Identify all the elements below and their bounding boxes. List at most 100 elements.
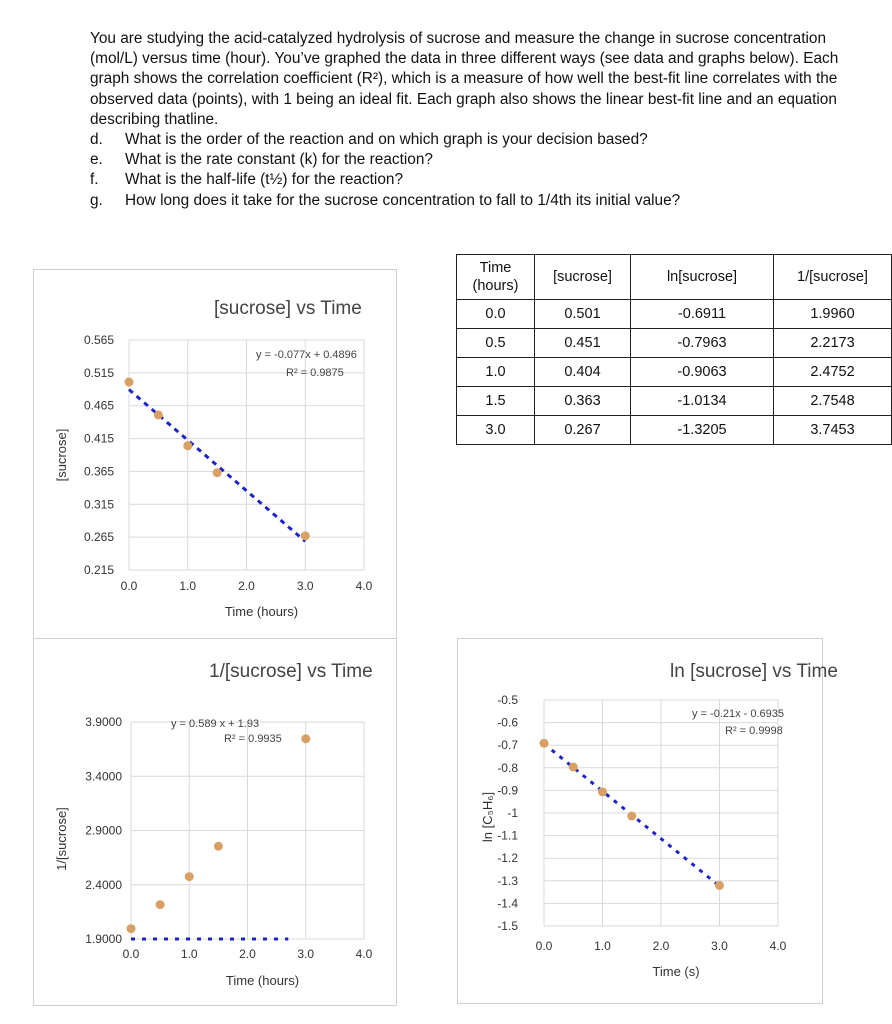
data-point — [300, 531, 310, 541]
question-item-g: g. How long does it take for the sucrose… — [90, 191, 850, 211]
y-tick-label: -0.7 — [497, 738, 518, 752]
chart-sucrose-vs-time: 0.565 0.515 0.465 0.415 0.365 0.315 0.265 0.215… — [33, 269, 397, 640]
table-cell: 1.5 — [456, 386, 535, 416]
x-axis-label: Time (hours) — [226, 973, 299, 988]
y-tick-label: 2.4000 — [85, 878, 122, 892]
data-point — [568, 762, 578, 772]
r-squared-label: R² = 0.9998 — [725, 725, 783, 737]
chart-title: 1/[sucrose] vs Time — [209, 661, 373, 682]
header-time: Time (hours) — [456, 254, 535, 300]
question-letter: e. — [90, 151, 103, 169]
x-tick-label: 4.0 — [770, 939, 787, 953]
y-tick-label: -0.8 — [497, 761, 518, 775]
table-header-row: Time (hours) [sucrose] ln[sucrose] 1/[su… — [456, 254, 892, 300]
table-row: 1.0 0.404 -0.9063 2.4752 — [456, 357, 892, 387]
table-cell: 3.7453 — [773, 415, 892, 445]
trend-equation: y = 0.589 x + 1.93 — [171, 718, 259, 730]
table-cell: -1.0134 — [630, 386, 774, 416]
table-cell: 0.5 — [456, 328, 535, 358]
table-cell: -0.9063 — [630, 357, 774, 387]
x-tick-label: 1.0 — [181, 947, 198, 961]
trend-equation: y = -0.077x + 0.4896 — [256, 349, 357, 361]
y-tick-label: 1.9000 — [85, 932, 122, 946]
table-cell: 0.404 — [534, 357, 631, 387]
table-row: 0.5 0.451 -0.7963 2.2173 — [456, 328, 892, 358]
x-tick-label: 0.0 — [536, 939, 553, 953]
question-item-d: d. What is the order of the reaction and… — [90, 130, 850, 150]
data-table: Time (hours) [sucrose] ln[sucrose] 1/[su… — [456, 254, 892, 445]
x-tick-label: 0.0 — [121, 579, 138, 593]
data-point — [126, 924, 136, 934]
data-point — [213, 841, 223, 851]
question-letter: f. — [90, 171, 99, 189]
table-cell: 0.0 — [456, 299, 535, 329]
question-letter: g. — [90, 191, 103, 209]
y-tick-label: 3.9000 — [85, 715, 122, 729]
r-squared-label: R² = 0.9935 — [224, 733, 282, 745]
question-item-text: What is the half-life (t½) for the react… — [125, 171, 404, 189]
question-item-text: What is the order of the reaction and on… — [125, 131, 648, 149]
table-cell: 1.0 — [456, 357, 535, 387]
table-cell: 1.9960 — [773, 299, 892, 329]
table-cell: 2.2173 — [773, 328, 892, 358]
chart-inverse-sucrose-vs-time: 3.9000 3.4000 2.9000 2.4000 1.9000 0.0 1.0 2.0 3… — [33, 638, 397, 1006]
table-cell: 0.267 — [534, 415, 631, 445]
y-tick-label: -1.4 — [497, 896, 518, 910]
table-cell: -0.6911 — [630, 299, 774, 329]
data-point — [212, 468, 222, 478]
y-tick-label: 2.9000 — [85, 824, 122, 838]
question-item-text: How long does it take for the sucrose co… — [125, 191, 681, 209]
x-tick-label: 2.0 — [653, 939, 670, 953]
chart-svg: -0.5 -0.6 -0.7 -0.8 -0.9 -1 -1.1 -1.2 -1.3 -1.4 -1… — [480, 661, 838, 979]
table-cell: 0.501 — [534, 299, 631, 329]
y-tick-label: 0.415 — [84, 432, 114, 446]
question-text: You are studying the acid-catalyzed hydr… — [90, 29, 850, 211]
table-row: 3.0 0.267 -1.3205 3.7453 — [456, 415, 892, 445]
data-point — [153, 410, 163, 420]
y-tick-label: -1 — [507, 806, 518, 820]
table-cell: 0.363 — [534, 386, 631, 416]
y-tick-label: 0.265 — [84, 530, 114, 544]
table-row: 1.5 0.363 -1.0134 2.7548 — [456, 386, 892, 416]
question-item-f: f. What is the half-life (t½) for the re… — [90, 170, 850, 190]
x-tick-label: 4.0 — [356, 579, 373, 593]
trend-equation: y = -0.21x - 0.6935 — [692, 708, 784, 720]
r-squared-label: R² = 0.9875 — [286, 367, 344, 379]
y-tick-label: -1.2 — [497, 851, 518, 865]
table-cell: 2.4752 — [773, 357, 892, 387]
data-point — [124, 377, 134, 387]
table-cell: -1.3205 — [630, 415, 774, 445]
y-tick-label: -1.1 — [497, 829, 518, 843]
y-tick-label: -1.5 — [497, 919, 518, 933]
data-point — [184, 872, 194, 882]
question-item-e: e. What is the rate constant (k) for the… — [90, 150, 850, 170]
y-tick-label: -1.3 — [497, 874, 518, 888]
header-inv-sucrose: 1/[sucrose] — [773, 254, 892, 300]
x-tick-label: 3.0 — [297, 947, 314, 961]
chart-ln-sucrose-vs-time: -0.5 -0.6 -0.7 -0.8 -0.9 -1 -1.1 -1.2 -1.3 -1.4 -1… — [457, 638, 838, 1004]
x-axis-label: Time (s) — [652, 964, 699, 979]
data-point — [715, 880, 724, 890]
data-point — [183, 441, 193, 451]
y-axis-label: ln [C₅H₆] — [480, 792, 495, 842]
question-item-text: What is the rate constant (k) for the re… — [125, 151, 433, 169]
y-tick-label: -0.5 — [497, 693, 518, 707]
x-tick-label: 0.0 — [123, 947, 140, 961]
table-row: 0.0 0.501 -0.6911 1.9960 — [456, 299, 892, 329]
y-tick-label: -0.9 — [497, 783, 518, 797]
y-tick-label: 0.565 — [84, 333, 114, 347]
x-tick-label: 2.0 — [238, 579, 255, 593]
table-cell: 2.7548 — [773, 386, 892, 416]
chart-title: [sucrose] vs Time — [214, 298, 362, 319]
y-tick-label: -0.6 — [497, 716, 518, 730]
header-sucrose: [sucrose] — [534, 254, 631, 300]
chart-svg: 0.565 0.515 0.465 0.415 0.365 0.315 0.265 0.215… — [54, 298, 373, 619]
header-ln-sucrose: ln[sucrose] — [630, 254, 774, 300]
y-tick-label: 0.465 — [84, 399, 114, 413]
table-cell: 0.451 — [534, 328, 631, 358]
chart-title: ln [sucrose] vs Time — [670, 661, 838, 682]
x-tick-label: 1.0 — [594, 939, 611, 953]
y-axis-label: [sucrose] — [54, 429, 69, 482]
y-axis-label: 1/[sucrose] — [54, 807, 69, 871]
